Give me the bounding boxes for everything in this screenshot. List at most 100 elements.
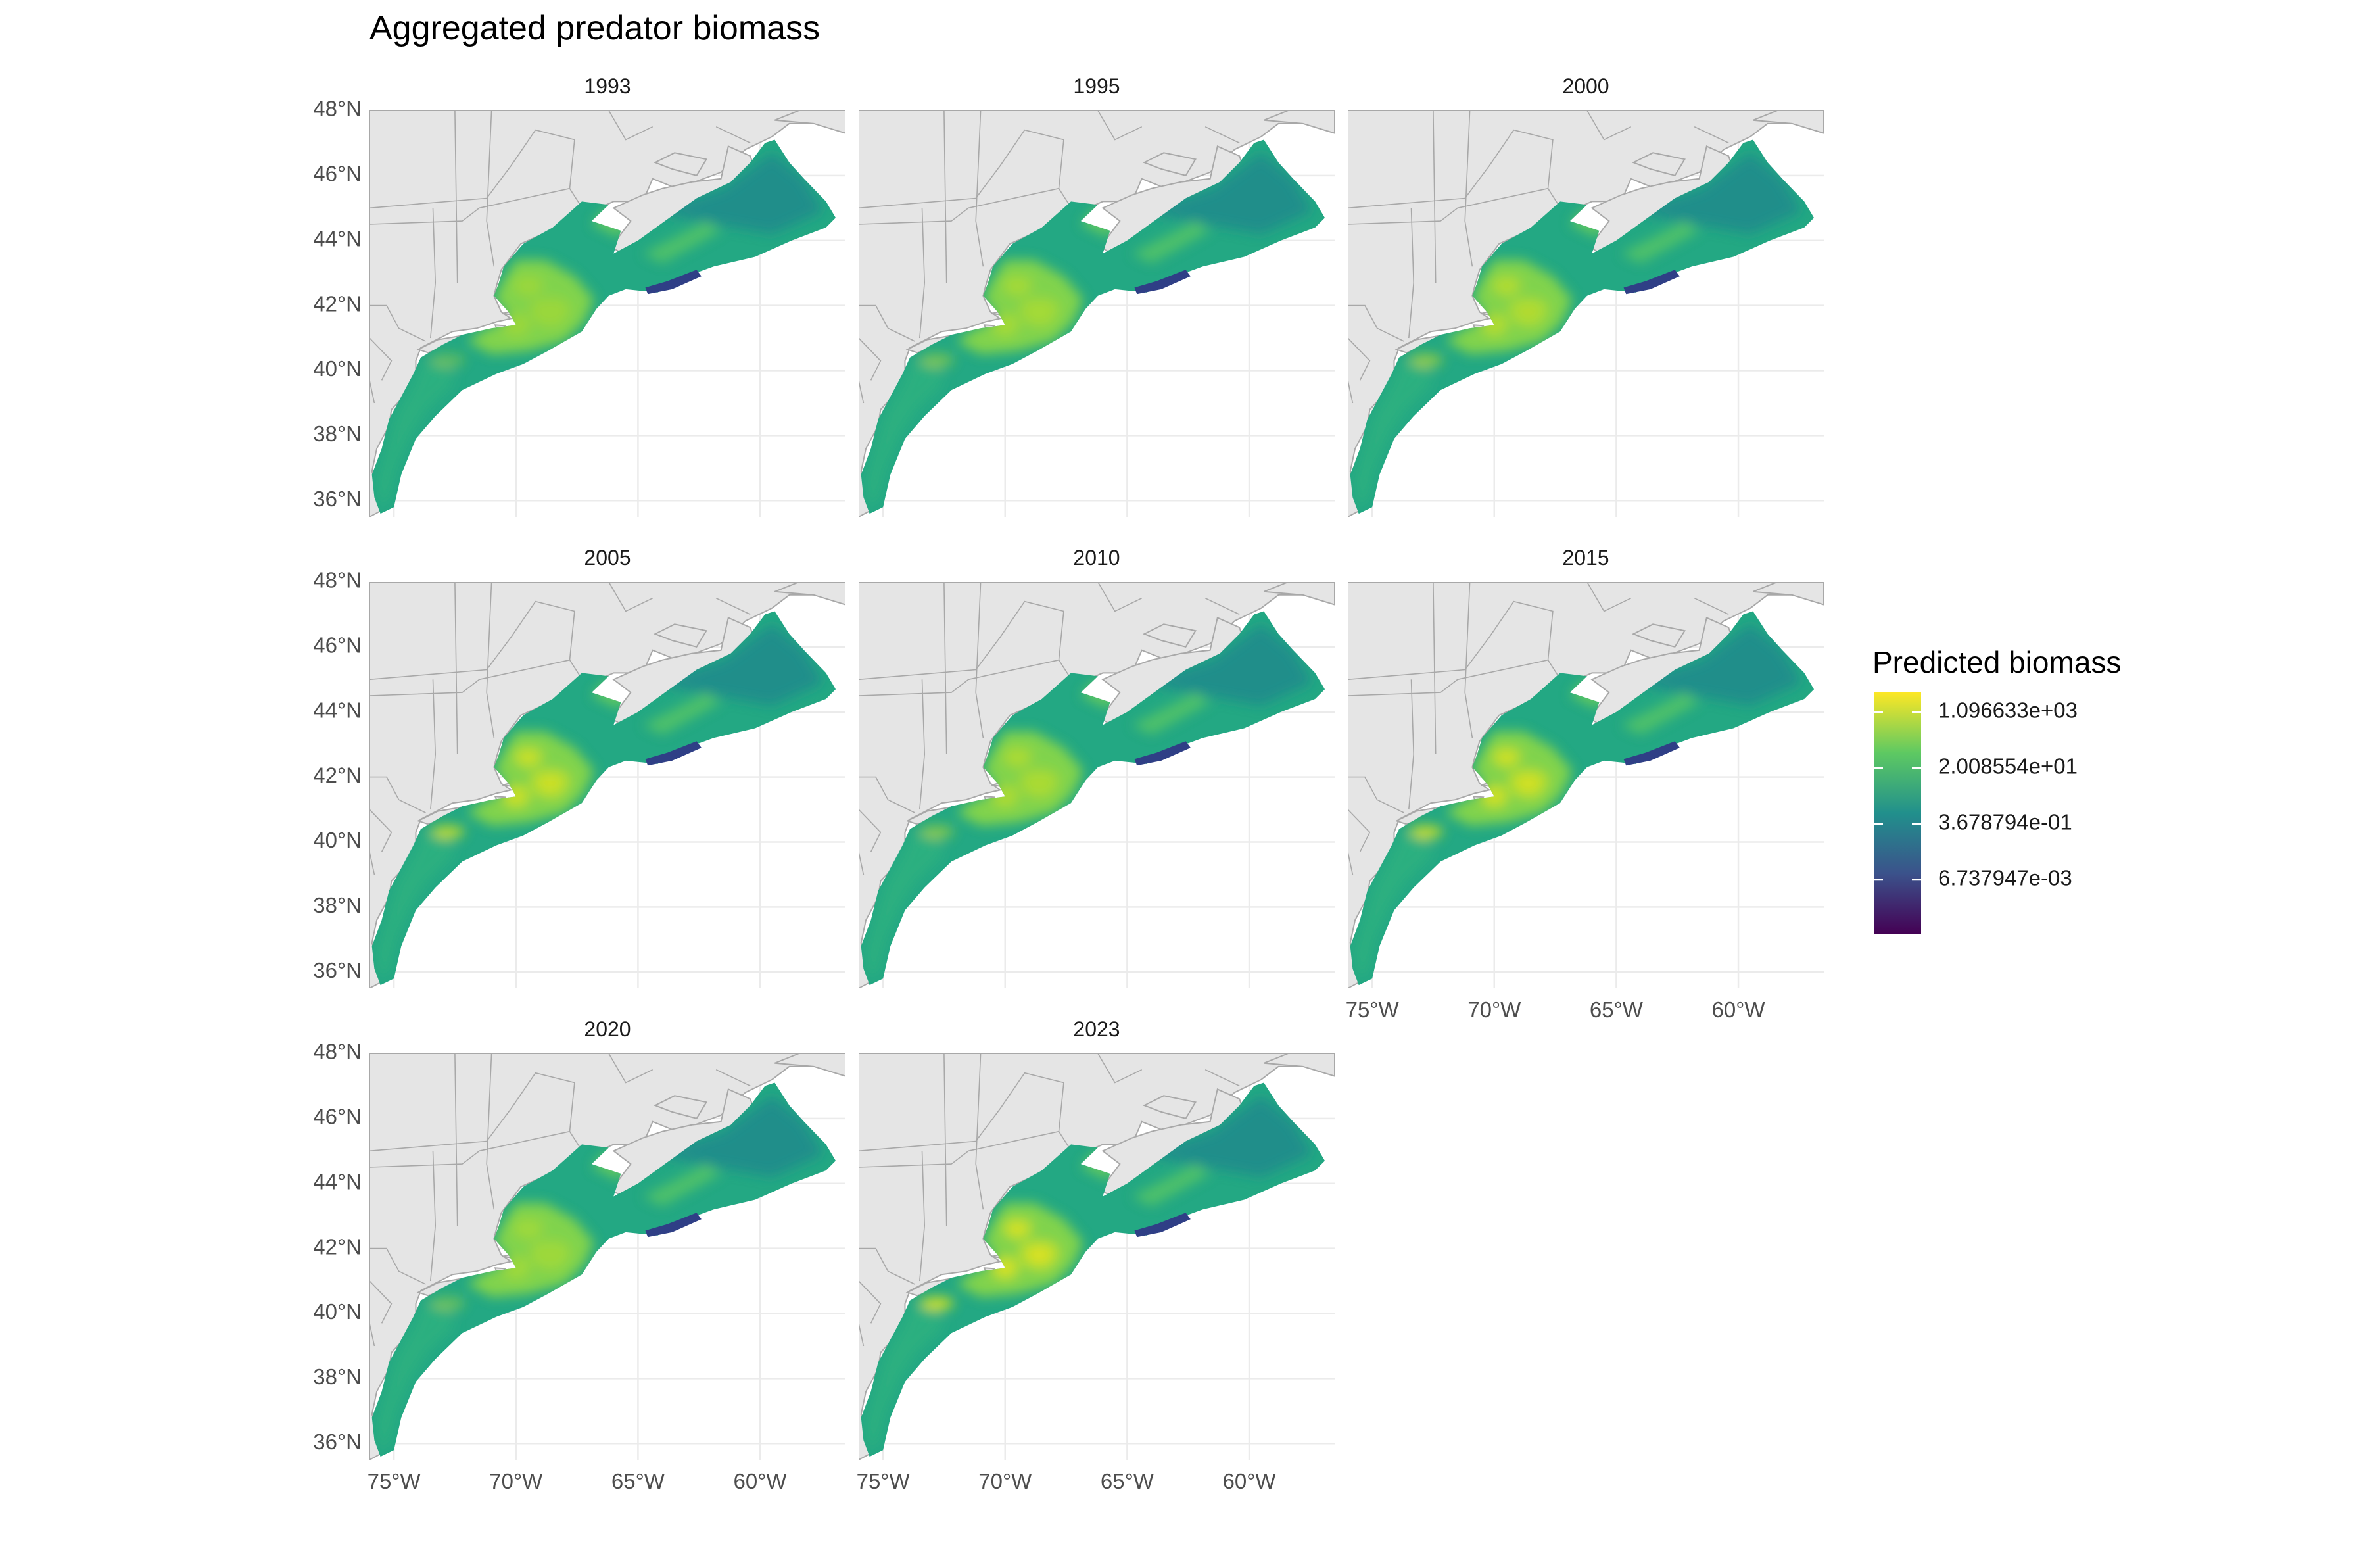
x-tick-label: 70°W [978,1469,1032,1493]
y-tick-label: 46°N [313,633,362,658]
state-boundary [1204,597,1240,615]
map-panel: 2000 [1348,74,1824,517]
y-tick-label: 44°N [313,1169,362,1193]
biomass-raster [861,139,1325,514]
state-boundary [454,1053,458,1226]
state-boundary [1433,110,1437,283]
x-tick-label: 60°W [734,1469,788,1493]
state-boundary [1348,852,1354,875]
biomass-raster [371,611,836,986]
state-boundary [430,208,437,339]
land-polygon [1142,152,1197,177]
state-boundary [454,110,458,283]
state-boundary [1204,126,1240,144]
state-boundary [919,208,926,339]
x-tick-label: 75°W [857,1469,911,1493]
state-boundary [369,852,375,875]
x-tick-label: 75°W [368,1469,421,1493]
state-boundary [369,1323,375,1347]
state-boundary [859,809,882,852]
state-boundary [859,776,915,813]
deep-edge [1623,741,1680,766]
state-boundary [1586,110,1632,141]
state-boundary [1348,600,1554,696]
state-boundary [369,1247,426,1285]
x-tick-label: 70°W [489,1469,543,1493]
y-tick-label: 38°N [313,1364,362,1389]
map-panel: 2010 [859,537,1335,988]
y-tick-label: 36°N [313,1430,362,1454]
panel-year-label: 2005 [584,546,631,569]
y-tick-label: 48°N [313,1040,362,1064]
state-boundary [1464,110,1473,267]
biomass-raster [1350,139,1815,514]
state-boundary [369,337,393,381]
state-boundary [1348,337,1371,381]
land-polygon [1139,537,1210,550]
legend-label: 3.678794e-01 [1938,810,2072,834]
x-tick-label: 60°W [1712,998,1766,1022]
map-panel: 2015 75°W 70°W 65°W 60°W [1346,546,1824,1022]
deep-edge [1134,1213,1191,1238]
state-boundary [608,1053,654,1084]
land-polygon [774,110,845,134]
state-boundary [369,600,575,696]
state-boundary [430,1151,437,1282]
state-boundary [715,126,751,144]
x-tick-label: 65°W [1101,1469,1154,1493]
state-boundary [943,582,947,755]
deep-edge [1134,270,1191,295]
land-polygon [1752,110,1824,134]
land-polygon [774,1053,845,1077]
y-tick-label: 40°N [313,356,362,381]
x-tick-label: 65°W [611,1469,665,1493]
state-boundary [1097,110,1143,141]
legend-label: 1.096633e+03 [1938,698,2078,723]
state-boundary [1694,597,1729,615]
state-boundary [859,1072,1064,1168]
biomass-raster [371,1082,836,1457]
legend-label: 2.008554e+01 [1938,754,2078,779]
state-boundary [1097,1053,1143,1084]
map-panel: 2023 75°W 70°W 65°W 60°W [857,1017,1335,1493]
state-boundary [859,852,865,875]
state-boundary [919,1151,926,1282]
state-boundary [1348,304,1404,342]
state-boundary [1408,208,1415,339]
x-tick-label: 70°W [1467,998,1521,1022]
y-tick-label: 48°N [313,97,362,121]
state-boundary [715,1069,751,1087]
state-boundary [715,597,751,615]
deep-edge [645,1213,702,1238]
facet-panels: 1993 36°N 38°N 40°N 42°N 44°N 46°N 48°N 1995 2000… [313,65,1824,1493]
y-tick-label: 38°N [313,422,362,446]
state-boundary [975,110,984,267]
biomass-raster [861,611,1325,986]
land-polygon [650,65,721,78]
deep-edge [645,270,702,295]
state-boundary [369,809,393,852]
panel-year-label: 2000 [1562,74,1609,98]
legend-label: 6.737947e-03 [1938,866,2072,890]
state-boundary [1433,582,1437,755]
state-boundary [369,1280,393,1324]
legend-title: Predicted biomass [1872,645,2121,679]
y-tick-label: 38°N [313,893,362,917]
state-boundary [454,582,458,755]
y-tick-label: 36°N [313,487,362,511]
map-panel: 2005 36°N 38°N 40°N 42°N 44°N 46°N 48°N [313,537,845,988]
land-polygon [653,623,707,648]
land-polygon [1263,110,1335,134]
land-polygon [650,1008,721,1021]
state-boundary [859,304,915,342]
state-boundary [369,1072,575,1168]
state-boundary [486,582,495,738]
panel-year-label: 2023 [1073,1017,1120,1041]
state-boundary [975,1053,984,1210]
land-polygon [650,537,721,550]
state-boundary [1348,809,1371,852]
land-polygon [1139,65,1210,78]
colorbar-legend: Predicted biomass 1.096633e+03 2.008554e+… [1872,645,2121,934]
map-panel: 1995 [859,65,1335,517]
